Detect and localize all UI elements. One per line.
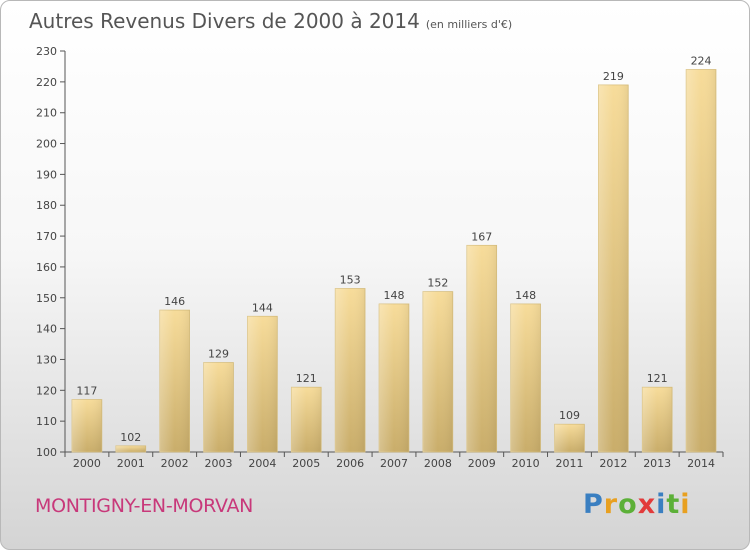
data-label: 129: [208, 348, 229, 361]
bar-sheen: [72, 399, 102, 452]
data-label: 153: [340, 274, 361, 287]
bar-sheen: [598, 84, 629, 452]
y-tick-label: 100: [36, 446, 57, 459]
bar-sheen: [203, 362, 234, 452]
y-tick-label: 190: [36, 168, 57, 181]
x-tick-label: 2007: [380, 457, 408, 470]
y-tick-label: 220: [36, 76, 57, 89]
y-tick-label: 120: [36, 384, 57, 397]
y-tick-label: 210: [36, 107, 57, 120]
x-tick-label: 2000: [73, 457, 101, 470]
logo-letter: r: [603, 489, 619, 520]
data-label: 146: [164, 295, 185, 308]
y-tick-label: 200: [36, 138, 57, 151]
bar-sheen: [335, 288, 366, 452]
data-label: 109: [559, 409, 580, 422]
logo-letter: x: [637, 489, 657, 520]
data-label: 121: [647, 372, 668, 385]
proxiti-logo: Proxiti: [583, 489, 691, 520]
commune-name: MONTIGNY-EN-MORVAN: [35, 495, 254, 517]
data-label: 148: [515, 289, 536, 302]
bar-sheen: [291, 387, 322, 452]
bar-sheen: [510, 303, 541, 452]
data-label: 224: [691, 55, 712, 68]
x-tick-label: 2001: [117, 457, 145, 470]
bar-sheen: [686, 69, 716, 452]
data-label: 167: [471, 230, 492, 243]
data-label: 148: [384, 289, 405, 302]
y-tick-label: 170: [36, 230, 57, 243]
x-tick-label: 2010: [512, 457, 540, 470]
bar-sheen: [554, 424, 585, 452]
y-tick-label: 140: [36, 323, 57, 336]
bar-sheen: [115, 445, 146, 452]
chart-subtitle: (en milliers d'€): [425, 18, 513, 31]
y-tick-label: 150: [36, 292, 57, 305]
x-tick-label: 2011: [555, 457, 583, 470]
data-label: 102: [120, 431, 141, 444]
y-tick-label: 180: [36, 199, 57, 212]
x-tick-label: 2012: [599, 457, 627, 470]
bar-sheen: [159, 310, 190, 452]
y-tick-label: 230: [36, 45, 57, 58]
bar-sheen: [379, 303, 409, 452]
x-tick-label: 2003: [205, 457, 233, 470]
data-label: 144: [252, 301, 273, 314]
y-tick-label: 110: [36, 415, 57, 428]
x-tick-label: 2006: [336, 457, 364, 470]
y-tick-label: 130: [36, 353, 57, 366]
logo-letter: t: [666, 489, 681, 520]
x-tick-label: 2013: [643, 457, 671, 470]
logo-letter: i: [680, 489, 691, 520]
x-tick-label: 2008: [424, 457, 452, 470]
data-label: 219: [603, 70, 624, 83]
data-label: 121: [296, 372, 317, 385]
logo-letter: i: [656, 489, 667, 520]
x-tick-label: 2009: [468, 457, 496, 470]
bar-sheen: [422, 291, 453, 452]
data-label: 117: [76, 385, 97, 398]
data-label: 152: [427, 277, 448, 290]
logo-letter: P: [583, 489, 604, 520]
chart-title-text: Autres Revenus Divers de 2000 à 2014: [29, 9, 420, 33]
y-tick-label: 160: [36, 261, 57, 274]
bar-sheen: [247, 316, 278, 452]
chart-title: Autres Revenus Divers de 2000 à 2014 (en …: [29, 9, 512, 33]
bar-sheen: [466, 245, 497, 452]
x-tick-label: 2004: [248, 457, 276, 470]
x-tick-label: 2002: [161, 457, 189, 470]
x-tick-label: 2005: [292, 457, 320, 470]
logo-letter: o: [618, 489, 638, 520]
x-tick-label: 2014: [687, 457, 715, 470]
bar-sheen: [642, 387, 673, 452]
